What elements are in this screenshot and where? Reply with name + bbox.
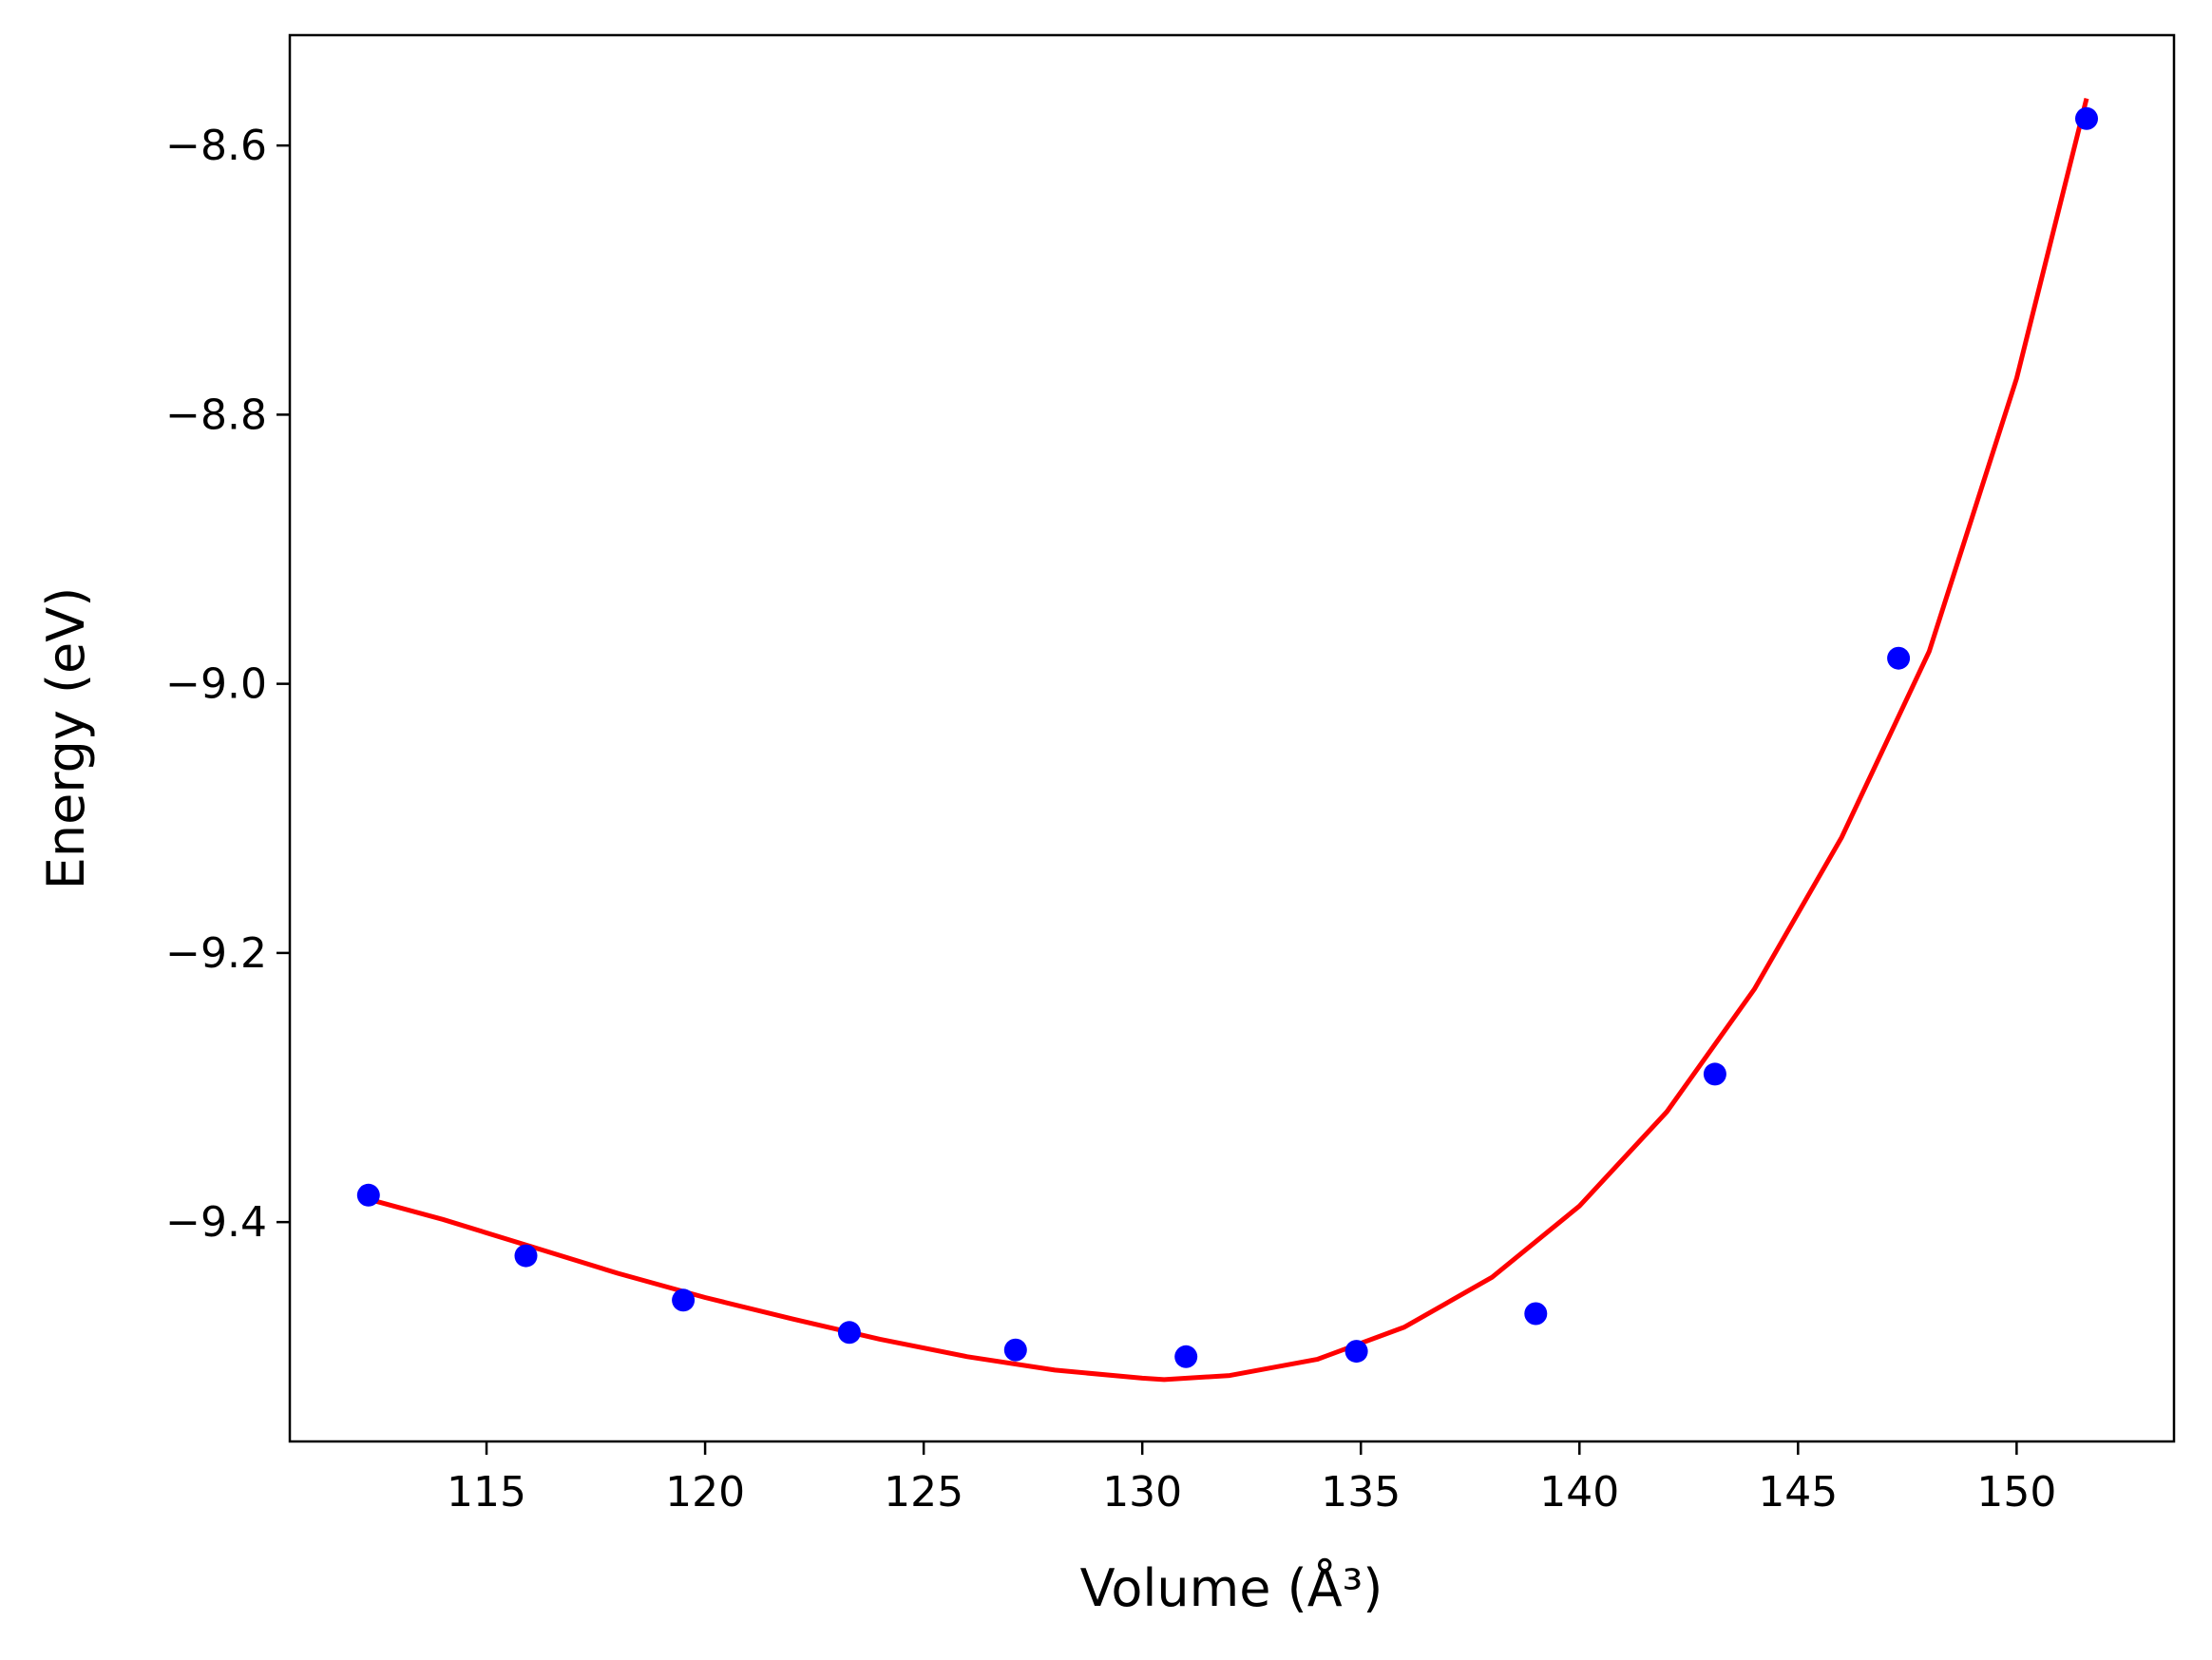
y-tick-label: −9.2 bbox=[165, 929, 267, 978]
x-axis-ticks: 115 120 125 130 135 140 145 150 bbox=[447, 1441, 2056, 1517]
data-point bbox=[1003, 1338, 1027, 1362]
data-point bbox=[2075, 106, 2098, 130]
y-axis-title: Energy (eV) bbox=[36, 587, 96, 890]
x-axis-title: Volume (Å³) bbox=[1080, 1557, 1383, 1618]
x-tick-label: 135 bbox=[1321, 1468, 1401, 1517]
data-point bbox=[837, 1321, 861, 1345]
data-point bbox=[514, 1244, 538, 1268]
fit-curve-line bbox=[368, 97, 2089, 1383]
data-point bbox=[1887, 646, 1911, 670]
x-tick-label: 130 bbox=[1102, 1468, 1182, 1517]
data-point bbox=[1344, 1340, 1368, 1364]
data-point bbox=[672, 1288, 696, 1312]
x-tick-label: 150 bbox=[1976, 1468, 2056, 1517]
y-tick-label: −9.4 bbox=[165, 1198, 267, 1247]
y-axis-ticks: −8.6 −8.8 −9.0 −9.2 −9.4 bbox=[165, 122, 290, 1247]
y-tick-label: −9.0 bbox=[165, 660, 267, 709]
x-tick-label: 115 bbox=[447, 1468, 526, 1517]
plot-frame bbox=[288, 33, 2176, 1443]
data-point bbox=[356, 1183, 380, 1207]
data-points-layer bbox=[356, 106, 2098, 1368]
fit-curve-layer bbox=[368, 97, 2089, 1383]
y-tick-label: −8.8 bbox=[165, 391, 267, 439]
data-point bbox=[1174, 1345, 1198, 1368]
data-point bbox=[1703, 1062, 1726, 1086]
y-tick-label: −8.6 bbox=[165, 122, 267, 170]
x-tick-label: 140 bbox=[1539, 1468, 1619, 1517]
x-tick-label: 120 bbox=[665, 1468, 745, 1517]
data-point bbox=[1524, 1302, 1548, 1326]
x-tick-label: 145 bbox=[1758, 1468, 1838, 1517]
x-tick-label: 125 bbox=[884, 1468, 963, 1517]
